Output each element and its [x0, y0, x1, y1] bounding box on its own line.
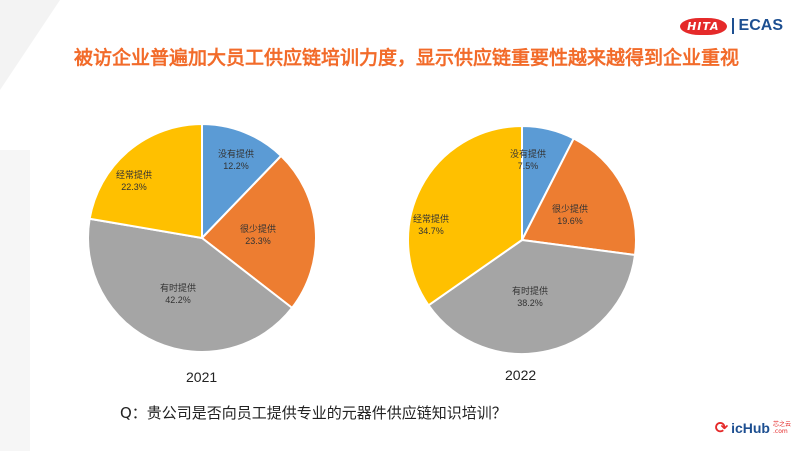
pie-slice-2021-1 [200, 154, 317, 310]
ecas-wordmark: ECAS [738, 17, 783, 34]
ichub-wordmark: icHub [731, 419, 770, 436]
slice-value-2022-2: 38.2% [517, 298, 543, 308]
pie-slice-2021-0 [201, 122, 283, 241]
slice-value-2021-3: 22.3% [121, 182, 147, 192]
chart-title-2022: 2022 [505, 367, 537, 383]
pie-slice-2021-3 [88, 122, 203, 240]
pie-slice-2021-2 [87, 217, 294, 353]
ichub-subtext: 芯之云 .com [772, 420, 791, 435]
slice-label-2021-2: 有时提供 [160, 282, 196, 294]
slice-label-2021-3: 经常提供 [116, 169, 152, 181]
ichub-logo: ⟳ icHub 芯之云 .com [715, 418, 791, 437]
pie-slice-2022-3 [407, 124, 523, 307]
slice-label-2021-1: 很少提供 [240, 223, 276, 235]
slice-label-2022-1: 很少提供 [552, 203, 588, 215]
slice-label-2022-0: 没有提供 [510, 148, 546, 160]
logo-separator [731, 18, 734, 34]
pie-slice-2022-2 [427, 238, 637, 355]
slice-value-2021-0: 12.2% [223, 161, 249, 171]
survey-question: Q：贵公司是否向员工提供专业的元器件供应链知识培训？ [120, 404, 507, 422]
slice-value-2021-2: 42.2% [165, 295, 191, 305]
ichub-mark-icon: ⟳ [714, 418, 729, 437]
pie-slice-2022-1 [520, 137, 637, 257]
slice-value-2022-3: 34.7% [418, 226, 444, 236]
page-title: 被访企业普遍加大员工供应链培训力度，显示供应链重要性越来越得到企业重视 [74, 47, 740, 69]
slice-value-2021-1: 23.3% [245, 236, 271, 246]
hita-ecas-logo: HITA ECAS [680, 12, 783, 40]
hita-badge: HITA [680, 17, 727, 35]
slice-label-2022-3: 经常提供 [413, 213, 449, 225]
chart-title-2021: 2021 [186, 369, 218, 385]
slice-label-2022-2: 有时提供 [512, 285, 548, 297]
slice-label-2021-0: 没有提供 [218, 148, 254, 160]
slice-value-2022-0: 7.5% [518, 161, 539, 171]
slice-value-2022-1: 19.6% [557, 216, 583, 226]
